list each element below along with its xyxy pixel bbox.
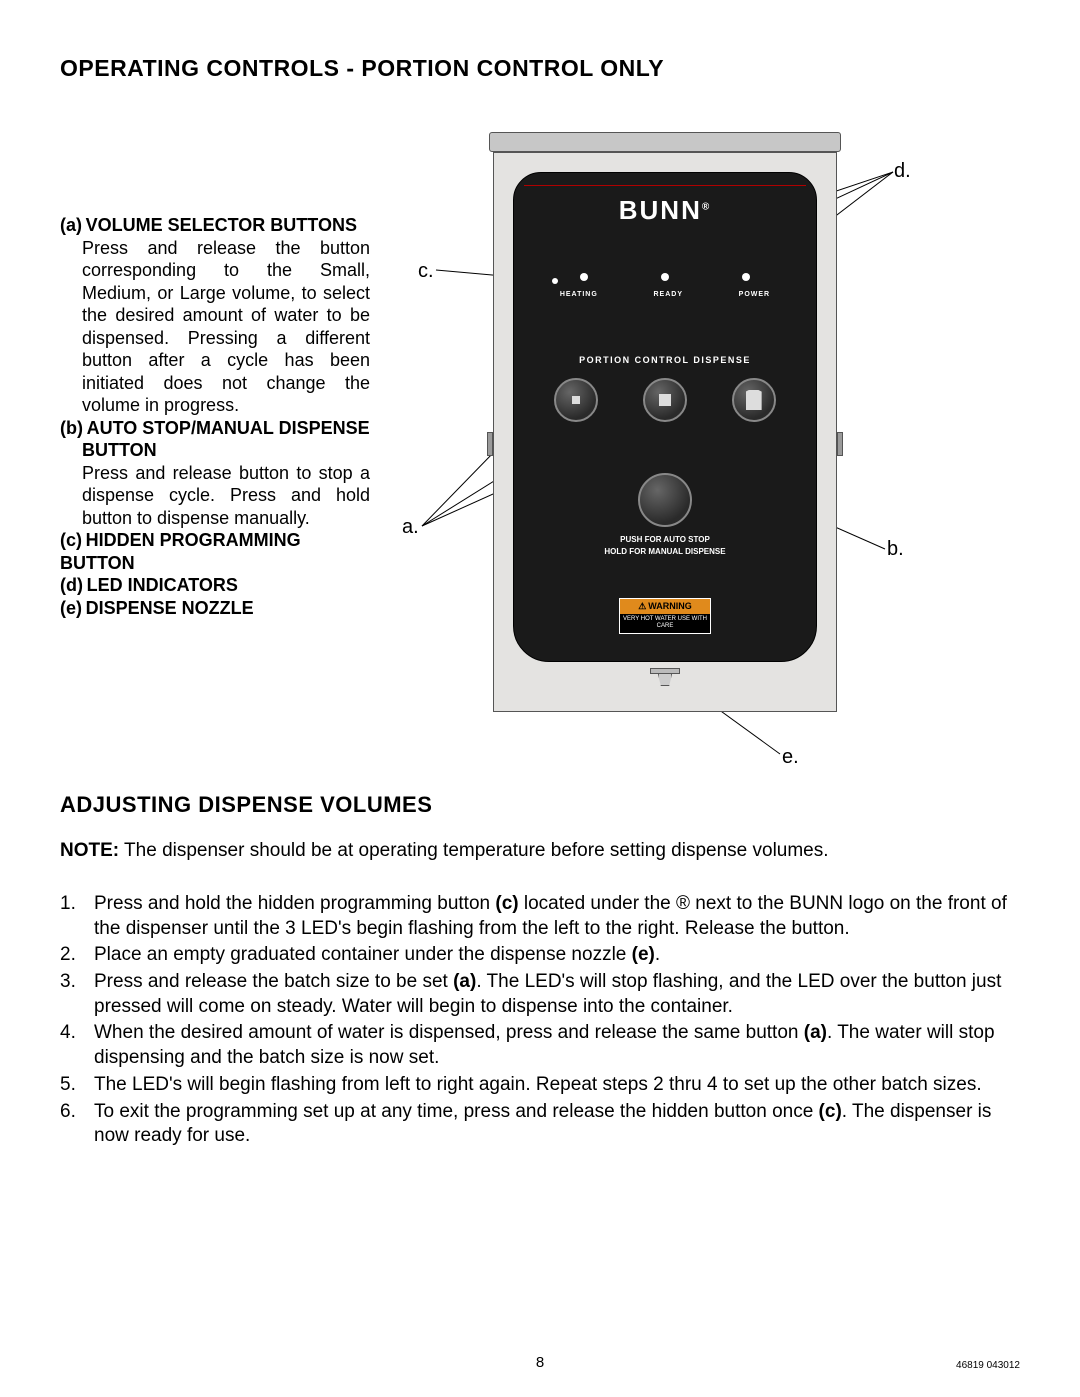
device-diagram: a. b. c. d. e.: [390, 122, 1020, 762]
item-b-head: (b) AUTO STOP/MANUAL DISPENSE BUTTON: [60, 417, 370, 462]
led-ready: [661, 273, 669, 281]
brand-logo: BUNN®: [514, 195, 816, 226]
side-tab-right: [837, 432, 843, 456]
warning-label: WARNING VERY HOT WATER USE WITH CARE: [619, 598, 711, 634]
led-labels: HEATING READY POWER: [514, 291, 816, 298]
volume-button-small[interactable]: [554, 378, 598, 422]
cup-large-icon: [746, 390, 762, 410]
steps-list: Press and hold the hidden programming bu…: [60, 892, 1020, 1149]
item-d-head: (d) LED INDICATORS: [60, 574, 370, 597]
volume-button-large[interactable]: [732, 378, 776, 422]
led-power: [742, 273, 750, 281]
volume-button-row: [514, 378, 816, 422]
led-label-heating: HEATING: [560, 291, 598, 298]
page-number: 8: [0, 1354, 1080, 1371]
step-6: To exit the programming set up at any ti…: [60, 1100, 1020, 1149]
side-tab-left: [487, 432, 493, 456]
controls-list: (a) VOLUME SELECTOR BUTTONS Press and re…: [60, 122, 370, 762]
instr-line-1: PUSH FOR AUTO STOP: [514, 535, 816, 544]
step-4: When the desired amount of water is disp…: [60, 1021, 1020, 1070]
volume-button-medium[interactable]: [643, 378, 687, 422]
device: BUNN® HEATING READY POWER PORTION CONTRO…: [485, 132, 845, 722]
step-5: The LED's will begin flashing from left …: [60, 1073, 1020, 1098]
page-title: OPERATING CONTROLS - PORTION CONTROL ONL…: [60, 55, 1020, 82]
chassis-top: [489, 132, 841, 152]
accent-line: [524, 185, 806, 186]
led-label-power: POWER: [739, 291, 770, 298]
led-label-ready: READY: [653, 291, 683, 298]
portion-label: PORTION CONTROL DISPENSE: [514, 355, 816, 365]
item-a-head: (a) VOLUME SELECTOR BUTTONS: [60, 214, 370, 237]
led-heating: [580, 273, 588, 281]
cup-medium-icon: [659, 394, 671, 406]
instr-line-2: HOLD FOR MANUAL DISPENSE: [514, 547, 816, 556]
auto-stop-button[interactable]: [638, 473, 692, 527]
item-a-body: Press and release the button correspondi…: [60, 237, 370, 417]
cup-small-icon: [572, 396, 580, 404]
note-label: NOTE:: [60, 840, 119, 861]
led-row: [514, 273, 816, 281]
content-row: (a) VOLUME SELECTOR BUTTONS Press and re…: [60, 122, 1020, 762]
note: NOTE: The dispenser should be at operati…: [60, 840, 1020, 862]
section-2-title: ADJUSTING DISPENSE VOLUMES: [60, 792, 1020, 818]
control-panel: BUNN® HEATING READY POWER PORTION CONTRO…: [513, 172, 817, 662]
step-3: Press and release the batch size to be s…: [60, 970, 1020, 1019]
dispense-nozzle: [650, 668, 680, 686]
item-b-body: Press and release button to stop a dispe…: [60, 462, 370, 530]
item-c-head: (c) HIDDEN PROGRAMMING BUTTON: [60, 529, 370, 574]
note-body: The dispenser should be at operating tem…: [119, 840, 828, 861]
warning-body: VERY HOT WATER USE WITH CARE: [620, 614, 710, 633]
step-1: Press and hold the hidden programming bu…: [60, 892, 1020, 941]
item-e-head: (e) DISPENSE NOZZLE: [60, 597, 370, 620]
step-2: Place an empty graduated container under…: [60, 943, 1020, 968]
document-id: 46819 043012: [956, 1360, 1020, 1371]
warning-head: WARNING: [620, 599, 710, 614]
